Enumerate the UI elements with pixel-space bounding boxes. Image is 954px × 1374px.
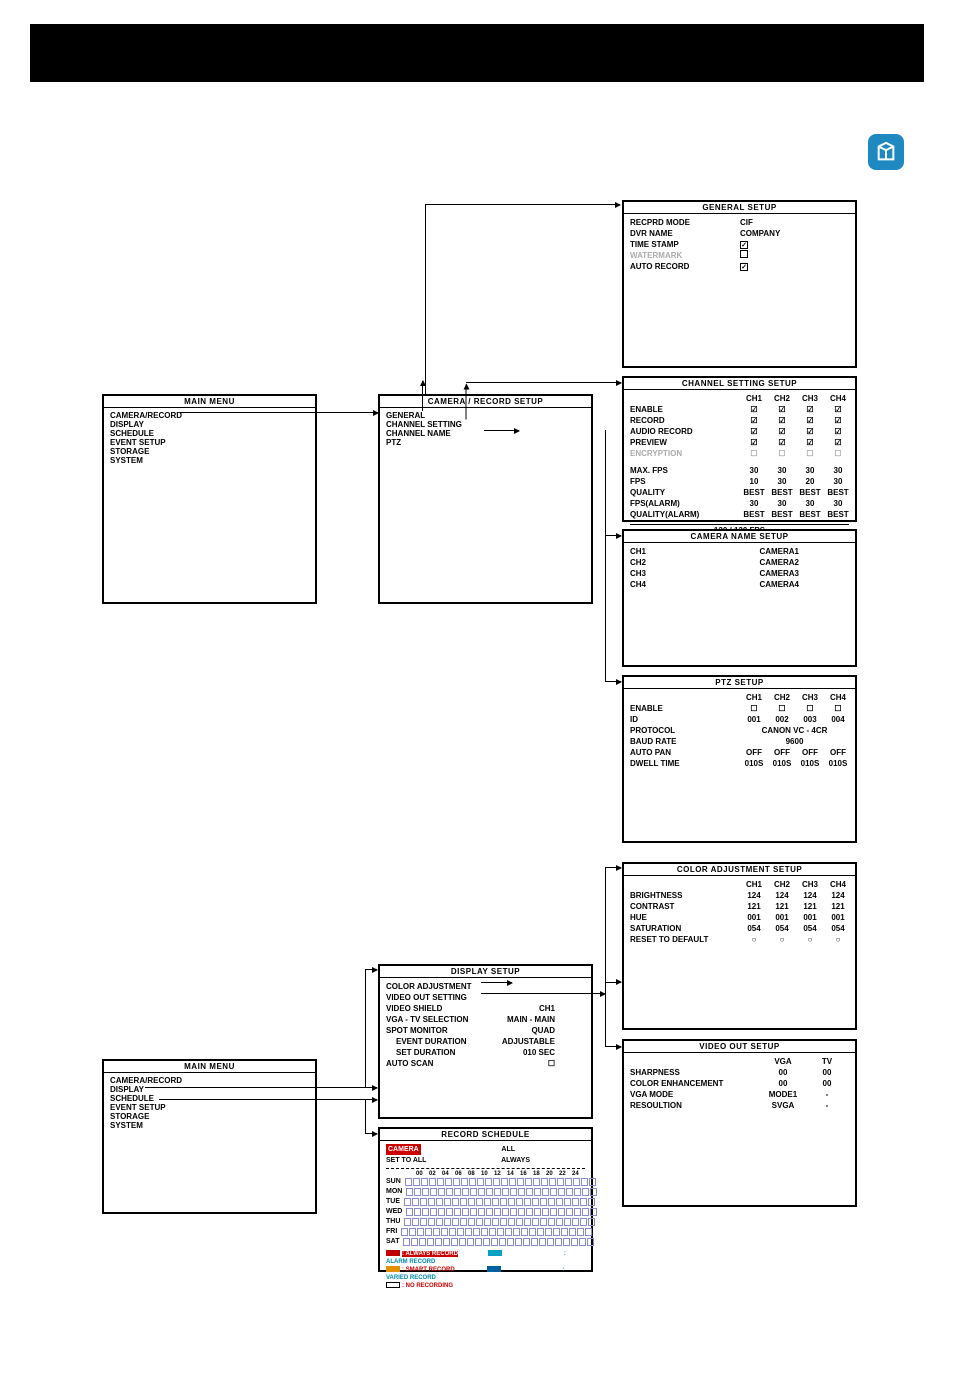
panel-title: COLOR ADJUSTMENT SETUP	[624, 864, 855, 876]
menu-item[interactable]: DISPLAY	[110, 420, 309, 429]
main-menu-panel-1: MAIN MENU CAMERA/RECORD DISPLAY SCHEDULE…	[102, 394, 317, 604]
panel-title: CAMERA NAME SETUP	[624, 531, 855, 543]
general-setup-panel: GENERAL SETUP RECPRD MODECIFDVR NAMECOMP…	[622, 200, 857, 368]
arrow	[481, 982, 512, 983]
connector-line	[365, 1099, 366, 1134]
panel-title: CHANNEL SETTING SETUP	[624, 378, 855, 390]
camera-name-panel: CAMERA NAME SETUP CH1CAMERA1CH2CAMERA2CH…	[622, 529, 857, 667]
menu-item[interactable]: GENERAL	[386, 411, 585, 420]
menu-item[interactable]: SYSTEM	[110, 1121, 309, 1130]
video-out-panel: VIDEO OUT SETUP VGATVSHARPNESS0000COLOR …	[622, 1039, 857, 1207]
panel-title: CAMERA / RECORD SETUP	[380, 396, 591, 408]
set-val[interactable]: ALWAYS	[501, 1155, 530, 1166]
camera-label: CAMERA	[386, 1144, 421, 1155]
color-adjustment-panel: COLOR ADJUSTMENT SETUP CH1CH2CH3CH4BRIGH…	[622, 862, 857, 1030]
camera-val[interactable]: ALL	[501, 1144, 515, 1155]
connector-line	[605, 867, 606, 982]
menu-item[interactable]: PTZ	[386, 438, 585, 447]
menu-item[interactable]: STORAGE	[110, 447, 309, 456]
main-menu-panel-2: MAIN MENU CAMERA/RECORD DISPLAY SCHEDULE…	[102, 1059, 317, 1214]
arrow	[605, 535, 621, 536]
arrow-up	[422, 381, 423, 411]
arrow	[605, 681, 621, 682]
channel-setting-panel: CHANNEL SETTING SETUP CH1CH2CH3CH4ENABLE…	[622, 376, 857, 522]
panel-title: GENERAL SETUP	[624, 202, 855, 214]
arrow	[145, 1087, 377, 1088]
panel-title: PTZ SETUP	[624, 677, 855, 689]
connector-line	[605, 430, 606, 682]
camera-record-setup-panel: CAMERA / RECORD SETUP GENERAL CHANNEL SE…	[378, 394, 593, 604]
arrow	[159, 1099, 377, 1100]
set-label: SET TO ALL	[386, 1155, 426, 1166]
arrow	[605, 982, 621, 983]
panel-title: MAIN MENU	[104, 1061, 315, 1073]
connector-line	[425, 204, 426, 394]
arrow	[466, 382, 621, 383]
menu-item[interactable]: SCHEDULE	[110, 429, 309, 438]
record-schedule-panel: RECORD SCHEDULE CAMERA ALL SET TO ALL ALWA…	[378, 1127, 593, 1272]
arrow	[365, 1133, 377, 1134]
menu-item[interactable]: EVENT SETUP	[110, 1103, 309, 1112]
panel-title: DISPLAY SETUP	[380, 966, 591, 978]
arrow	[365, 969, 377, 970]
menu-item[interactable]: EVENT SETUP	[110, 438, 309, 447]
menu-item[interactable]: SYSTEM	[110, 456, 309, 465]
arrow	[484, 430, 519, 431]
menu-item[interactable]: STORAGE	[110, 1112, 309, 1121]
menu-item[interactable]: CAMERA/RECORD	[110, 1076, 309, 1085]
panel-title: RECORD SCHEDULE	[380, 1129, 591, 1141]
panel-title: MAIN MENU	[104, 396, 315, 408]
panel-title: VIDEO OUT SETUP	[624, 1041, 855, 1053]
arrow	[180, 412, 378, 413]
arrow	[605, 1046, 621, 1047]
arrow	[605, 867, 621, 868]
arrow	[466, 385, 467, 420]
display-setup-panel: DISPLAY SETUP COLOR ADJUSTMENTVIDEO OUT …	[378, 964, 593, 1119]
setup-icon	[868, 134, 904, 170]
menu-item[interactable]: CHANNEL SETTING	[386, 420, 585, 429]
arrow	[425, 204, 620, 205]
connector-line	[605, 993, 606, 1047]
ptz-setup-panel: PTZ SETUP CH1CH2CH3CH4ENABLE☐☐☐☐ID001002…	[622, 675, 857, 843]
connector-line	[365, 969, 366, 1087]
arrow	[481, 993, 605, 994]
black-header-bar	[30, 24, 924, 82]
